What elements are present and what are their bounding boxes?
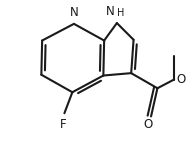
Text: N: N — [106, 5, 115, 18]
Text: F: F — [60, 118, 66, 131]
Text: O: O — [143, 118, 152, 131]
Text: O: O — [176, 73, 186, 86]
Text: N: N — [70, 6, 79, 19]
Text: H: H — [117, 8, 125, 18]
